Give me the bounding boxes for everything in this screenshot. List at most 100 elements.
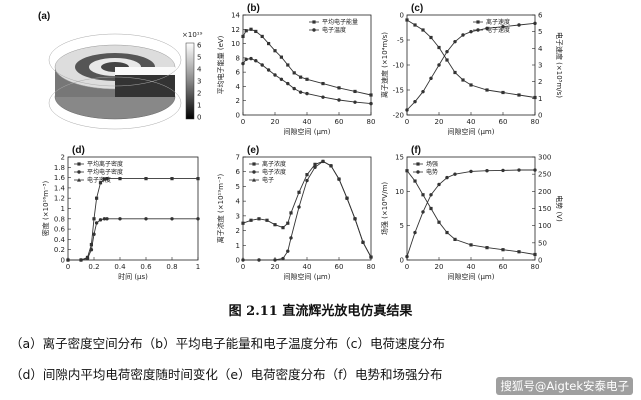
description-line-1: （a）离子密度空间分布（b）平均电子能量和电子温度分布（c）电荷速度分布 [10, 336, 445, 351]
x-axis-label: 间隙空间 (μm) [448, 272, 495, 281]
data-point [286, 81, 290, 86]
y-tick-label: 4 [236, 83, 241, 91]
y-tick-label: 12 [231, 26, 240, 34]
y-tick-label: 5 [236, 183, 240, 191]
y-tick-label: -10 [393, 62, 404, 70]
legend-label: 电子 [262, 176, 274, 184]
series-line [68, 178, 198, 261]
data-point [329, 164, 333, 168]
y-tick-label: 10 [231, 40, 240, 48]
data-point [429, 35, 433, 40]
data-point [353, 217, 357, 221]
x-tick-label: 1 [196, 263, 200, 271]
y-tick-label: 1.2 [54, 195, 65, 203]
data-point [279, 77, 284, 81]
data-point [241, 61, 245, 66]
colorbar [185, 42, 195, 120]
data-point [413, 179, 417, 183]
data-point [313, 165, 317, 169]
x-tick-label: 60 [499, 118, 508, 126]
data-point [289, 236, 293, 240]
y-axis-label: 场强 (×10⁶V/m) [380, 182, 389, 236]
data-point [501, 248, 505, 252]
data-point [501, 168, 505, 173]
y2-tick-label: 100 [538, 222, 551, 230]
x-axis-label: 间隙空间 (μm) [284, 272, 331, 281]
legend-label: 平均电子能量 [322, 18, 358, 26]
data-point [313, 162, 317, 166]
data-point [170, 217, 174, 221]
chart-c: (c) 0 20 40 60 80 -20 -15 -10 -5 0 0 1 2 3 4 5 6 电子速度 (×10… [380, 3, 564, 136]
data-point [445, 49, 449, 54]
data-point [353, 89, 357, 94]
data-point [170, 177, 174, 181]
data-point [437, 220, 441, 224]
data-point [429, 193, 433, 197]
data-point [249, 218, 253, 222]
y-tick-label: 0.2 [54, 246, 65, 254]
colorbar-tick-label: 3 [197, 78, 201, 86]
data-point [437, 63, 441, 67]
data-point [92, 217, 96, 221]
data-point [533, 21, 537, 26]
data-point [461, 78, 465, 82]
data-point [305, 77, 309, 81]
data-point [281, 226, 285, 230]
colorbar-exponent: ×10¹⁹ [182, 31, 203, 39]
data-point [305, 173, 309, 177]
data-point [321, 81, 325, 86]
data-point [254, 59, 258, 63]
data-point [517, 250, 521, 254]
y-tick-label: 6 [236, 69, 241, 77]
data-point [265, 218, 269, 222]
y-tick-label: -20 [393, 112, 404, 120]
colorbar-tick-label: 0 [197, 114, 201, 122]
legend-marker [77, 170, 81, 174]
chart-e: (e) 0 20 40 60 80 0 1 2 3 4 5 6 7 间隙空间 (μm) 离子浓度 (×10¹⁹… [216, 145, 376, 281]
x-tick-label: 60 [499, 263, 508, 271]
data-point [501, 24, 505, 29]
panel-f: (f) 0 20 40 60 80 0 5 10 15 0 50 100 150 200 250 300 电势 (… [380, 145, 564, 290]
x-tick-label: 80 [367, 263, 376, 271]
data-point [421, 28, 425, 32]
x-tick-label: 0.4 [114, 263, 126, 271]
y-tick-label: 14 [231, 12, 240, 20]
panel-d: (d) 0 0.2 0.4 0.6 0.8 1 0 0.2 0.4 0.6 0.8 1 1.2 1.4 1.6… [30, 145, 210, 290]
data-point [445, 175, 449, 180]
y-axis-label: 离子速度 (×10⁴m/s) [380, 32, 389, 98]
data-point [281, 256, 285, 261]
panel-a-label: (a) [38, 11, 50, 22]
data-point [144, 217, 148, 221]
x-tick-label: 40 [303, 118, 312, 126]
data-point [453, 39, 457, 44]
y-tick-label: -5 [397, 37, 404, 45]
data-point [485, 26, 489, 31]
y2-tick-label: 5 [538, 28, 542, 36]
data-point [421, 89, 425, 94]
data-point [249, 56, 253, 61]
panel-b: (b) 0 20 40 60 80 0 2 4 6 8 10 12 14 间隙空间 (μm) 平均电子能量 (… [215, 3, 385, 140]
y-axis-label: 平均电子能量 (eV) [216, 35, 225, 94]
legend-marker [77, 178, 81, 182]
data-point [105, 217, 109, 221]
data-point [66, 258, 70, 262]
data-point [453, 237, 457, 241]
x-tick-label: 20 [271, 263, 280, 271]
data-point [437, 182, 441, 187]
colorbar-ticks: 6 5 4 3 2 1 0 [197, 42, 202, 122]
x-axis-label: 时间 (μs) [118, 272, 148, 281]
data-point [298, 90, 303, 94]
y-tick-label: 10 [395, 188, 404, 196]
y-tick-label: 1 [61, 205, 65, 213]
y-tick-label: 2 [236, 97, 240, 105]
x-tick-label: 40 [467, 263, 476, 271]
panel-label: (b) [247, 3, 260, 14]
data-point [405, 169, 409, 173]
data-point [517, 23, 521, 27]
data-point [337, 86, 341, 90]
wireframe-ring-lower [48, 76, 182, 130]
data-point [98, 181, 103, 185]
series-line [243, 160, 372, 261]
data-point [286, 221, 290, 225]
